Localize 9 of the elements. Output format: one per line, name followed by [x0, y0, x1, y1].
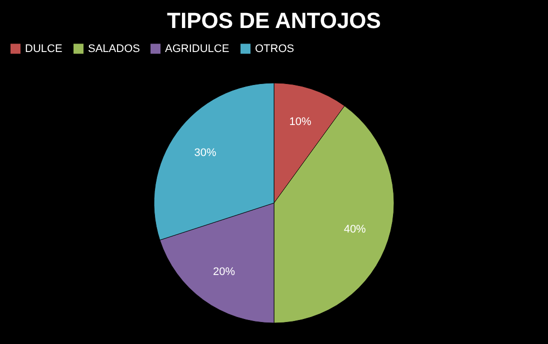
legend-label: AGRIDULCE	[165, 42, 230, 55]
data-label: 30%	[194, 147, 216, 160]
legend-label: DULCE	[25, 42, 62, 55]
legend-label: OTROS	[255, 42, 294, 55]
legend-label: SALADOS	[88, 42, 140, 55]
chart-title: TIPOS DE ANTOJOS	[167, 8, 381, 33]
data-label: 10%	[289, 116, 312, 128]
data-label: 40%	[344, 223, 366, 236]
data-label: 20%	[213, 266, 236, 278]
